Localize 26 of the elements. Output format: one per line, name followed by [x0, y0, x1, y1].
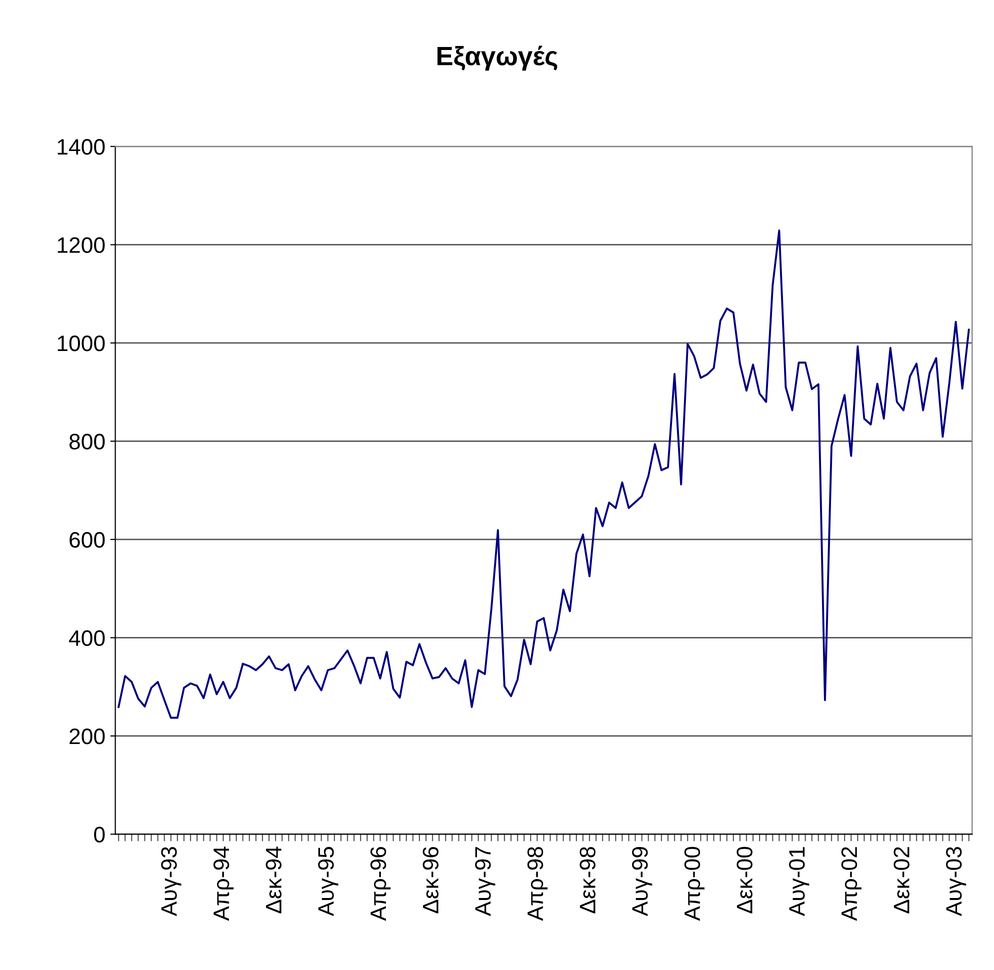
chart-title: Εξαγωγές [438, 46, 558, 71]
y-tick-label: 200 [70, 728, 105, 744]
x-tick-label: Απρ-02 [841, 847, 862, 921]
x-tick-label: Δεκ-94 [266, 846, 282, 914]
x-tick-label: Δεκ-98 [580, 846, 596, 914]
y-tick-label: 400 [69, 630, 105, 646]
y-tick-label: 1400 [58, 139, 105, 155]
x-tick-label: Αυγ-97 [475, 847, 496, 916]
line-series [118, 229, 970, 719]
y-tick-label: 1000 [58, 336, 105, 352]
y-tick-label: 600 [70, 532, 105, 548]
x-tick-label: Απρ-00 [684, 846, 705, 921]
x-tick-label: Αυγ-01 [789, 847, 810, 916]
x-tick-label: Αυγ-03 [946, 846, 966, 916]
x-tick-label: Απρ-94 [213, 846, 234, 921]
x-tick-label: Δεκ-96 [422, 846, 438, 914]
x-tick-label: Απρ-96 [370, 846, 391, 921]
x-tick-label: Αυγ-95 [318, 846, 338, 916]
x-tick-label: Αυγ-99 [632, 847, 652, 916]
y-tick-label: 1200 [58, 237, 105, 253]
y-tick-label: 0 [94, 826, 105, 842]
x-tick-label: Απρ-98 [527, 846, 548, 921]
x-tick-label: Δεκ-00 [736, 846, 752, 914]
x-tick-label: Αυγ-93 [161, 846, 182, 916]
x-tick-label: Δεκ-02 [894, 847, 910, 914]
y-tick-label: 800 [69, 434, 105, 450]
